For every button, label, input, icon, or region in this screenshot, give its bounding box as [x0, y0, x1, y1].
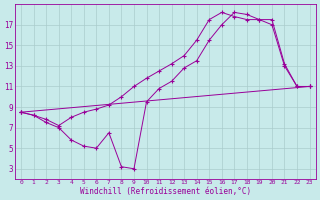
X-axis label: Windchill (Refroidissement éolien,°C): Windchill (Refroidissement éolien,°C): [80, 187, 251, 196]
